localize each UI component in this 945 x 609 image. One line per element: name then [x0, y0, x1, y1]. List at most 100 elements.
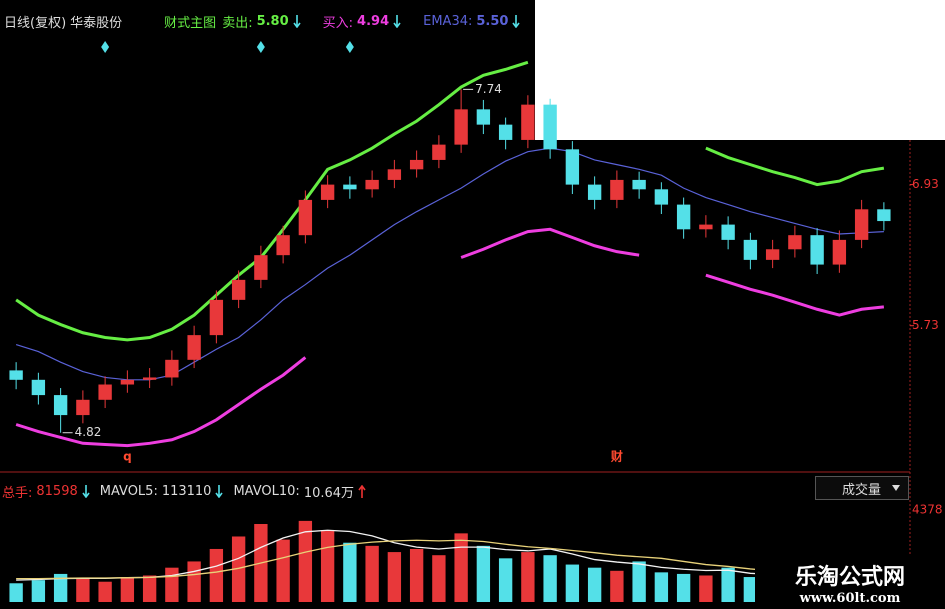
indicator-line	[15, 60, 529, 342]
candle-body	[476, 109, 491, 125]
volume-bar	[454, 533, 468, 602]
candle-body	[298, 199, 313, 236]
candle-body	[454, 109, 468, 145]
legend-name: 卖出:	[222, 16, 253, 31]
candle-body	[76, 399, 90, 416]
volume-bar	[387, 552, 402, 602]
volume-bar	[165, 567, 179, 602]
volume-bar	[432, 555, 446, 602]
signal-diamond	[256, 41, 265, 53]
down-arrow	[293, 15, 301, 28]
volume-bar	[409, 548, 424, 602]
down-arrow	[393, 15, 401, 28]
candle-body	[365, 179, 379, 190]
mavol10-label: MAVOL10:	[233, 484, 300, 499]
candle-body	[276, 235, 290, 256]
volume-bar	[276, 539, 290, 602]
event-marker: q	[123, 450, 132, 464]
selector-caret	[892, 485, 900, 491]
legend: 卖出: 5.80 买入: 4.94 EMA34: 5.50	[220, 12, 521, 31]
legend-name: 买入:	[322, 16, 354, 31]
candle-body	[543, 104, 557, 150]
candle-body	[854, 209, 869, 240]
candle-body	[343, 184, 357, 190]
volume-bar	[699, 575, 713, 602]
volume-bar	[743, 577, 758, 602]
volume-header: 总手: 81598 MAVOL5: 113110 MAVOL10: 10.64万	[2, 482, 366, 501]
volume-bar	[632, 561, 646, 602]
event-marker: 财	[610, 449, 623, 464]
candle-body	[654, 189, 669, 205]
candle-body	[254, 255, 268, 280]
candle-body	[587, 184, 602, 200]
volume-ma-line	[16, 539, 884, 580]
candle-body	[721, 224, 735, 240]
mavol10-value: 10.64万	[303, 486, 355, 501]
signal-diamond	[345, 41, 354, 53]
candle-body	[743, 239, 758, 260]
down-arrow	[215, 485, 224, 498]
candle-body	[877, 209, 891, 222]
legend-value: 5.50	[476, 14, 509, 29]
candle-body	[165, 359, 179, 378]
indicator-line	[15, 356, 307, 448]
volume-bar	[610, 570, 624, 602]
candle-body	[498, 124, 513, 140]
volume-label: 总手:	[2, 486, 33, 501]
volume-bar	[298, 520, 313, 602]
legend-value: 5.80	[256, 14, 289, 29]
volume-bar	[187, 561, 201, 602]
candle-body	[142, 377, 157, 380]
volume-bar	[76, 578, 90, 602]
candle-body	[9, 370, 23, 380]
volume-bar	[498, 558, 513, 602]
volume-bar	[320, 530, 335, 602]
y-tick-label: 6.93	[912, 177, 939, 191]
volume-bar	[365, 545, 379, 602]
volume-bar	[31, 580, 46, 602]
main-header: 日线(复权) 华泰股份 财式主图 卖出: 5.80 买入: 4.94 EMA34: 5.5…	[4, 12, 521, 31]
volume-bar	[343, 542, 357, 602]
stock-title: 华泰股份	[70, 16, 123, 31]
volume-bar	[587, 567, 602, 602]
candle-body	[432, 144, 446, 160]
mavol5-value: 113110	[161, 484, 212, 499]
indicator-selector[interactable]: 成交量	[815, 476, 909, 500]
y-tick-label: 5.73	[912, 318, 939, 332]
volume-bar	[120, 577, 135, 602]
volume-bar	[476, 545, 491, 602]
volume-bar	[543, 555, 557, 602]
watermark-url: www.60lt.com	[799, 591, 901, 606]
volume-bar	[521, 552, 535, 602]
candle-body	[231, 279, 246, 300]
candle-body	[187, 335, 201, 360]
candle-body	[53, 395, 68, 416]
indicator-name: 财式主图	[164, 16, 217, 31]
watermark-name: 乐淘公式网	[794, 565, 905, 590]
down-arrow	[82, 485, 90, 498]
candle-body	[209, 299, 224, 336]
signal-diamond	[101, 41, 110, 53]
volume-bar	[98, 581, 112, 602]
volume-bar	[231, 536, 246, 602]
volume-bar	[565, 564, 580, 602]
volume-bar	[654, 572, 669, 602]
candle-body	[565, 149, 580, 185]
period-label: 日线(复权)	[4, 16, 67, 31]
up-arrow	[358, 485, 366, 498]
watermark: 乐淘公式网 www.60lt.com	[755, 555, 945, 609]
legend-name: EMA34:	[423, 14, 473, 29]
candle-body	[699, 224, 713, 230]
indicator-line	[705, 273, 885, 317]
candle-body	[320, 184, 335, 200]
candle-body	[120, 379, 135, 385]
candle-body	[31, 379, 46, 396]
extreme-label: 4.82	[75, 425, 102, 439]
extreme-label: 7.74	[475, 82, 502, 96]
indicator-line	[460, 227, 640, 259]
volume-bar	[9, 583, 23, 602]
candle-body	[98, 384, 112, 400]
candle-body	[409, 159, 424, 170]
